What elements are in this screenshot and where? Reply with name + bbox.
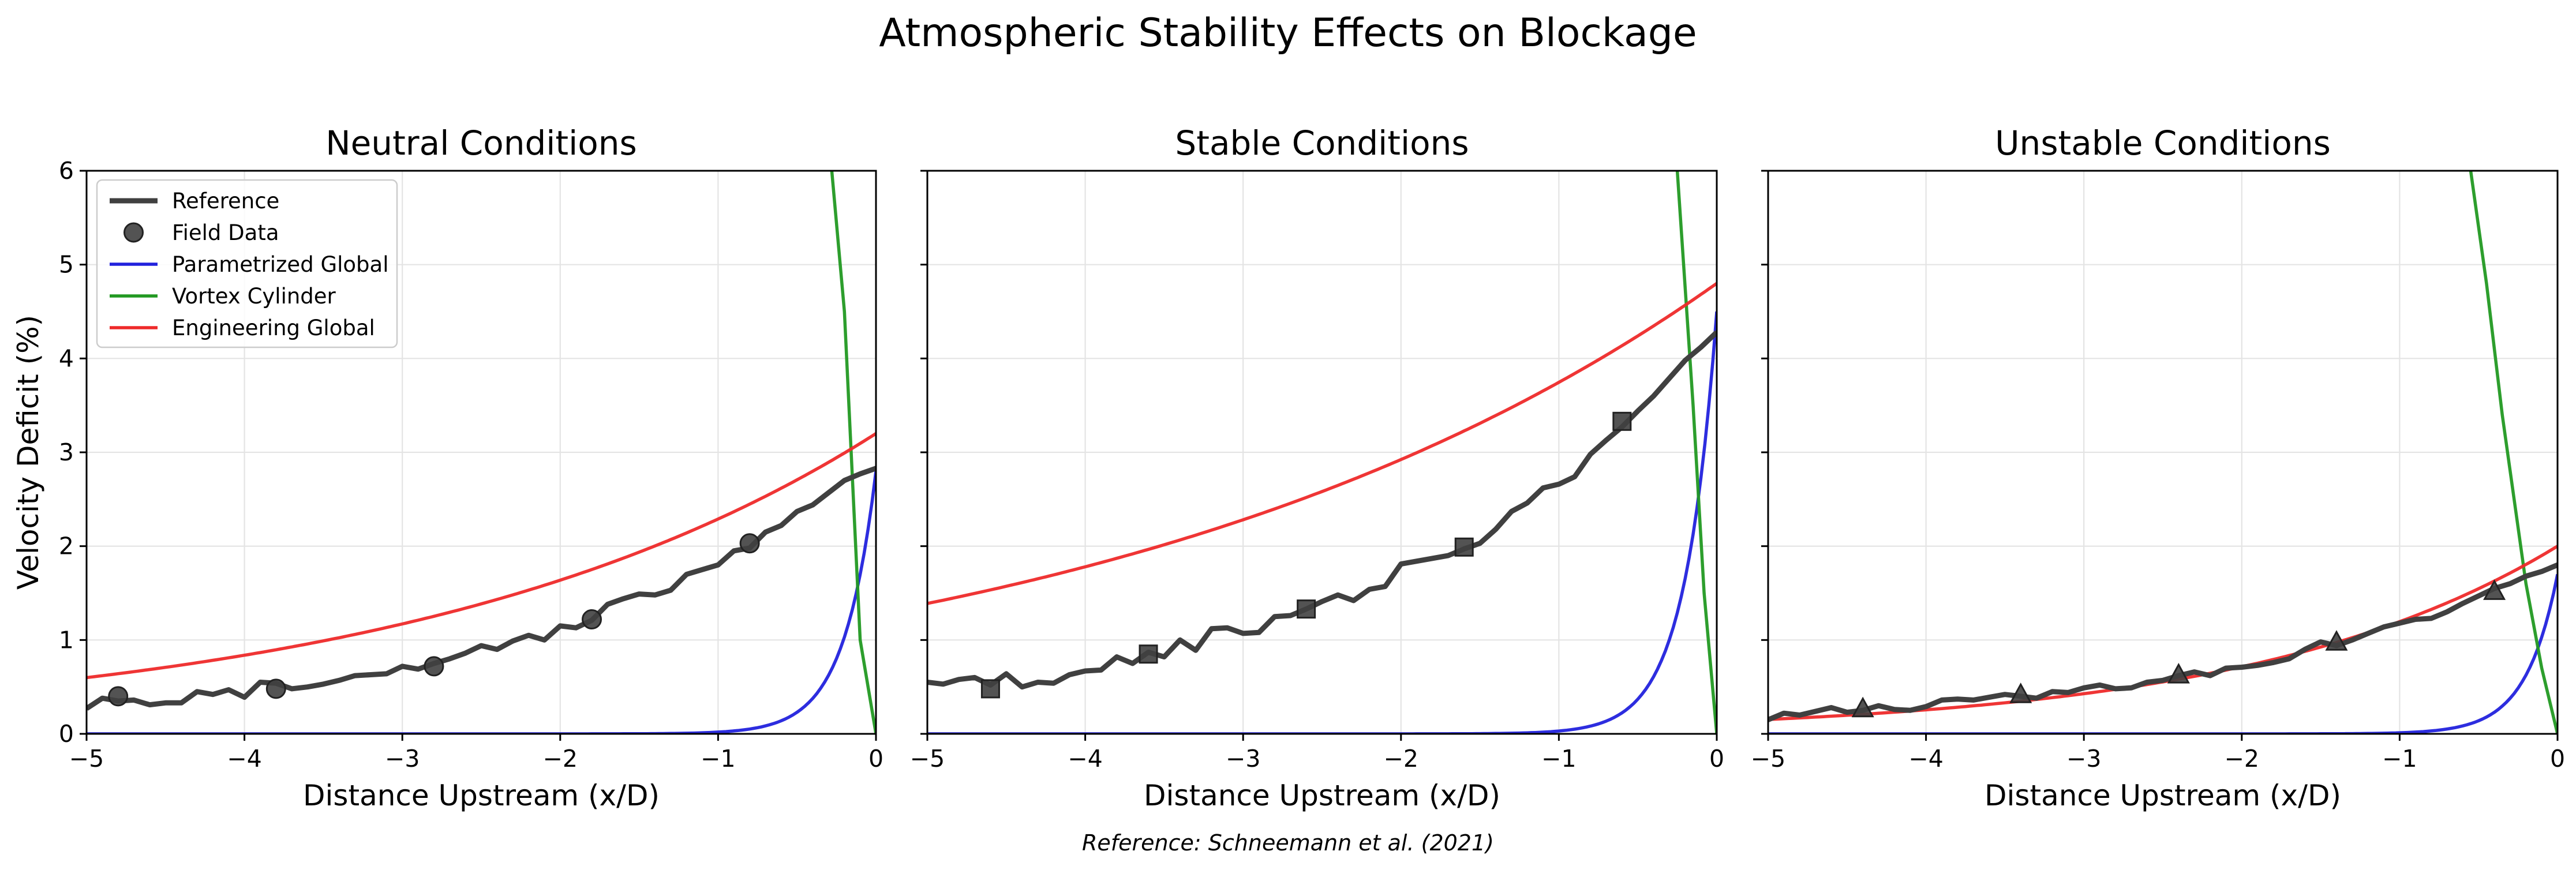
y-tick-label: 2 bbox=[59, 532, 74, 560]
legend-label: Engineering Global bbox=[172, 316, 375, 340]
field-data-point bbox=[582, 609, 602, 630]
x-tick-label: −3 bbox=[2066, 745, 2101, 772]
x-tick-label: −5 bbox=[1751, 745, 1785, 772]
legend-item-engineering-global: Engineering Global bbox=[110, 316, 375, 340]
series-line-engineering-global bbox=[87, 432, 876, 680]
series-line-vortex-cylinder bbox=[1675, 171, 1717, 734]
legend-item-reference: Reference bbox=[110, 189, 279, 213]
plot-area-neutral-conditions bbox=[87, 171, 876, 734]
x-tick-label: −3 bbox=[1226, 745, 1260, 772]
panels: −5 −4 −3 −2 −1 0 0 1 2 3 4 5 6 Neutral Conditions Dist… bbox=[12, 123, 2565, 812]
legend-label: Field Data bbox=[172, 220, 279, 245]
x-tick-label: −5 bbox=[910, 745, 945, 772]
series-line-reference bbox=[927, 330, 1717, 690]
field-data-point bbox=[2483, 579, 2506, 600]
field-data-point bbox=[1297, 599, 1316, 619]
y-tick-label: 1 bbox=[59, 626, 74, 654]
x-axis-label: Distance Upstream (x/D) bbox=[1985, 779, 2341, 812]
field-data-point bbox=[424, 656, 444, 677]
y-tick-label: 3 bbox=[59, 438, 74, 466]
field-data-point bbox=[1612, 411, 1632, 431]
panel-unstable-conditions: −5 −4 −3 −2 −1 0 Unstable Conditions Distance U… bbox=[1751, 123, 2565, 812]
series-line-parametrized-global bbox=[927, 311, 1717, 734]
field-data-point bbox=[2167, 663, 2190, 684]
y-tick-label: 6 bbox=[59, 157, 74, 185]
x-tick-label: 0 bbox=[1709, 745, 1724, 772]
plot-area-stable-conditions bbox=[927, 171, 1717, 734]
x-tick-label: −1 bbox=[701, 745, 735, 772]
legend-item-vortex-cylinder: Vortex Cylinder bbox=[110, 284, 336, 309]
y-tick-label: 4 bbox=[59, 344, 74, 372]
y-axis-label: Velocity Deficit (%) bbox=[12, 315, 45, 590]
panel-title: Unstable Conditions bbox=[1995, 123, 2331, 163]
legend-item-field-data: Field Data bbox=[123, 220, 279, 245]
series-line-reference bbox=[87, 466, 876, 711]
series-line-vortex-cylinder bbox=[2469, 171, 2558, 734]
field-data-point bbox=[980, 679, 1000, 699]
field-data-point bbox=[739, 533, 760, 554]
y-tick-label: 0 bbox=[59, 720, 74, 748]
x-tick-label: −2 bbox=[2225, 745, 2259, 772]
legend-marker bbox=[123, 222, 144, 243]
panel-title: Stable Conditions bbox=[1175, 123, 1469, 163]
legend-label: Parametrized Global bbox=[172, 252, 388, 277]
field-data-point bbox=[1139, 644, 1158, 664]
figure-title: Atmospheric Stability Effects on Blockag… bbox=[879, 10, 1697, 56]
legend: Reference Field Data Parametrized Global Vo… bbox=[96, 179, 398, 348]
panel-stable-conditions: −5 −4 −3 −2 −1 0 Stable Conditions Distance Ups… bbox=[910, 123, 1724, 812]
legend-box bbox=[96, 179, 398, 348]
field-data-point bbox=[1454, 537, 1474, 557]
x-tick-label: −4 bbox=[1908, 745, 1943, 772]
field-data-point bbox=[2009, 682, 2032, 703]
x-tick-label: −3 bbox=[385, 745, 420, 772]
field-data-point bbox=[108, 686, 129, 707]
reference-footnote: Reference: Schneemann et al. (2021) bbox=[1082, 830, 1494, 856]
x-tick-label: −2 bbox=[543, 745, 578, 772]
x-axis-label: Distance Upstream (x/D) bbox=[1144, 779, 1500, 812]
x-tick-label: −2 bbox=[1384, 745, 1418, 772]
x-axis-label: Distance Upstream (x/D) bbox=[303, 779, 660, 812]
x-tick-label: −1 bbox=[2382, 745, 2417, 772]
x-tick-label: −4 bbox=[227, 745, 261, 772]
x-tick-label: −1 bbox=[1541, 745, 1576, 772]
field-data-point bbox=[265, 678, 286, 699]
legend-item-parametrized-global: Parametrized Global bbox=[110, 252, 388, 277]
series-line-parametrized-global bbox=[1768, 573, 2558, 734]
field-data-point bbox=[1851, 696, 1874, 718]
x-tick-label: 0 bbox=[2550, 745, 2565, 772]
series-line-engineering-global bbox=[927, 282, 1717, 605]
x-tick-label: 0 bbox=[868, 745, 883, 772]
x-tick-label: −5 bbox=[69, 745, 104, 772]
field-data-point bbox=[2325, 630, 2348, 651]
plot-area-unstable-conditions bbox=[1768, 171, 2558, 734]
legend-label: Reference bbox=[172, 189, 279, 213]
y-tick-label: 5 bbox=[59, 251, 74, 279]
legend-label: Vortex Cylinder bbox=[172, 284, 336, 309]
series-line-engineering-global bbox=[1768, 545, 2558, 721]
series-line-parametrized-global bbox=[87, 471, 876, 734]
x-tick-label: −4 bbox=[1068, 745, 1102, 772]
panel-title: Neutral Conditions bbox=[325, 123, 637, 163]
series-line-reference bbox=[1768, 562, 2558, 722]
